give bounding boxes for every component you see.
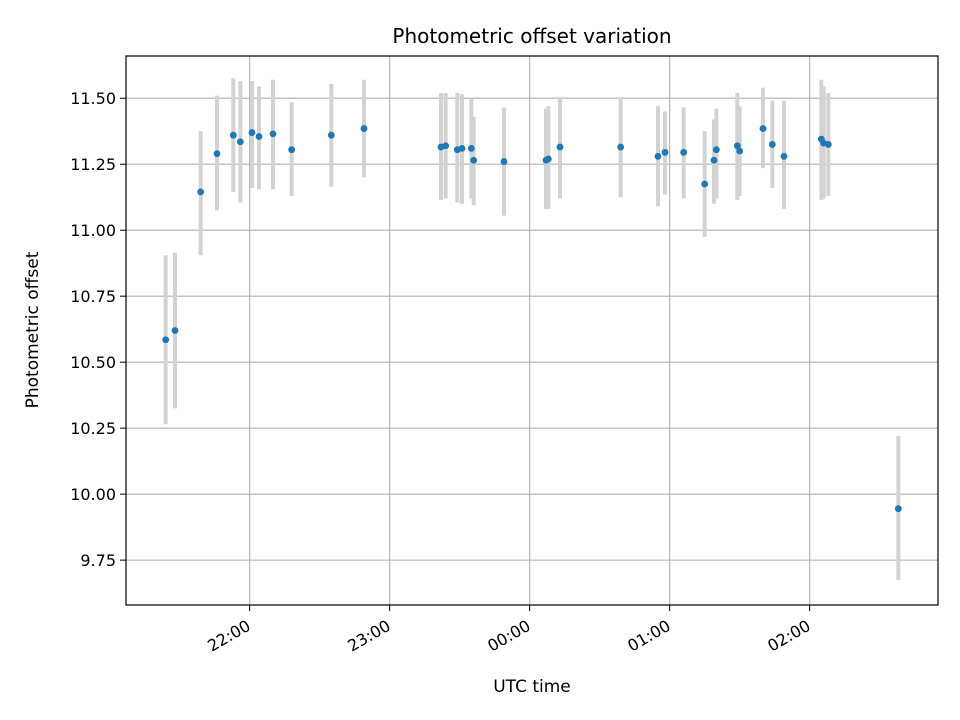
y-axis-label: Photometric offset <box>23 251 43 408</box>
x-axis: 22:00 23:00 00:00 01:00 02:00 <box>204 605 814 656</box>
x-tick-label: 00:00 <box>484 616 533 656</box>
data-point <box>162 336 170 344</box>
x-tick-label: 22:00 <box>204 616 253 656</box>
data-point <box>288 146 296 154</box>
data-point <box>269 130 277 138</box>
data-points <box>162 125 902 513</box>
x-tick-label: 01:00 <box>624 616 673 656</box>
y-axis: 9.75 10.00 10.25 10.50 10.75 11.00 11.25 11.50 <box>70 89 126 570</box>
y-tick-label: 11.50 <box>70 89 116 108</box>
data-point <box>712 146 720 154</box>
data-point <box>500 158 508 165</box>
y-tick-label: 9.75 <box>80 551 116 570</box>
y-tick-label: 11.00 <box>70 221 116 240</box>
data-point <box>661 148 669 156</box>
plot-frame <box>125 55 939 606</box>
error-bars <box>163 78 901 580</box>
data-point <box>327 131 335 139</box>
data-point <box>544 155 552 163</box>
y-tick-label: 10.25 <box>70 419 116 438</box>
chart-title: Photometric offset variation <box>392 24 671 48</box>
x-axis-label: UTC time <box>493 677 571 697</box>
data-point <box>213 150 221 158</box>
data-point <box>680 148 688 156</box>
data-point <box>824 141 832 148</box>
data-point <box>654 152 662 160</box>
data-point <box>710 156 718 164</box>
data-point <box>467 144 475 152</box>
data-point <box>229 131 237 139</box>
data-point <box>701 180 709 188</box>
data-point <box>780 152 788 160</box>
data-point <box>458 144 466 152</box>
data-point <box>197 188 205 196</box>
data-point <box>255 133 263 140</box>
data-point <box>759 125 767 132</box>
data-point <box>171 327 179 334</box>
data-point <box>617 143 625 151</box>
y-tick-label: 11.25 <box>70 155 116 174</box>
data-point <box>236 138 244 146</box>
data-point <box>733 142 741 150</box>
data-point <box>894 505 902 513</box>
x-tick-label: 23:00 <box>344 616 393 656</box>
x-tick-label: 02:00 <box>764 616 813 656</box>
data-point <box>360 125 368 132</box>
y-tick-label: 10.75 <box>70 287 116 306</box>
grid <box>126 56 938 605</box>
data-point <box>248 129 256 136</box>
data-point <box>736 147 744 155</box>
y-tick-label: 10.50 <box>70 353 116 372</box>
data-point <box>470 156 478 164</box>
data-point <box>556 143 564 151</box>
data-point <box>442 142 450 150</box>
y-tick-label: 10.00 <box>70 485 116 504</box>
data-point <box>768 141 776 148</box>
